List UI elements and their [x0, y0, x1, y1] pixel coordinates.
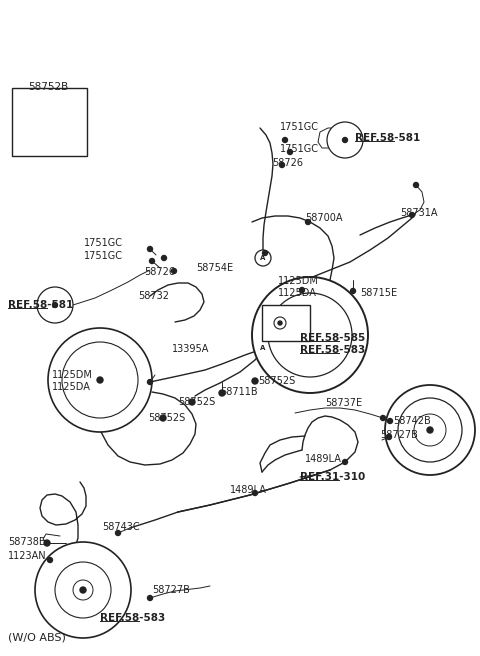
Text: (W/O ABS): (W/O ABS) — [8, 633, 66, 643]
Circle shape — [147, 380, 153, 384]
Circle shape — [305, 220, 311, 224]
Text: REF.58-583: REF.58-583 — [300, 345, 365, 355]
Circle shape — [409, 213, 415, 218]
Circle shape — [62, 342, 138, 418]
Circle shape — [268, 293, 352, 377]
Text: 58752S: 58752S — [258, 376, 295, 386]
Circle shape — [55, 562, 111, 618]
Text: 58752B: 58752B — [28, 82, 68, 92]
Text: 58732: 58732 — [138, 291, 169, 301]
Circle shape — [274, 317, 286, 329]
Circle shape — [219, 390, 225, 396]
Text: 58727B: 58727B — [152, 585, 190, 595]
Text: 58711B: 58711B — [220, 387, 258, 397]
Circle shape — [37, 287, 73, 323]
Circle shape — [52, 302, 58, 308]
Circle shape — [252, 277, 368, 393]
Circle shape — [300, 287, 304, 293]
Circle shape — [147, 596, 153, 600]
Circle shape — [116, 531, 120, 535]
Text: 58715E: 58715E — [360, 288, 397, 298]
Text: REF.58-581: REF.58-581 — [8, 300, 73, 310]
Circle shape — [161, 255, 167, 260]
Text: 1751GC: 1751GC — [280, 122, 319, 132]
Circle shape — [171, 268, 177, 274]
Text: REF.58-583: REF.58-583 — [100, 613, 165, 623]
Text: 1125DA: 1125DA — [52, 382, 91, 392]
Circle shape — [427, 427, 433, 433]
Text: 1751GC: 1751GC — [280, 144, 319, 154]
Circle shape — [252, 378, 258, 384]
Text: 58727B: 58727B — [380, 430, 418, 440]
Circle shape — [35, 542, 131, 638]
Circle shape — [413, 182, 419, 188]
Text: 1751GC: 1751GC — [84, 251, 123, 261]
Bar — [262, 305, 310, 341]
Text: REF.58-581: REF.58-581 — [355, 133, 420, 143]
Circle shape — [414, 414, 446, 446]
Circle shape — [189, 399, 195, 405]
Circle shape — [252, 491, 257, 495]
Circle shape — [44, 540, 50, 546]
Text: 1123AN: 1123AN — [8, 551, 47, 561]
Circle shape — [147, 247, 153, 251]
Text: 58754E: 58754E — [196, 263, 233, 273]
Circle shape — [350, 289, 356, 293]
Circle shape — [278, 321, 282, 325]
Circle shape — [48, 558, 52, 562]
Text: 58742B: 58742B — [393, 416, 431, 426]
Circle shape — [73, 580, 93, 600]
Text: 58700A: 58700A — [305, 213, 343, 223]
Circle shape — [279, 163, 285, 167]
Circle shape — [263, 251, 267, 255]
Text: 1489LA: 1489LA — [305, 454, 342, 464]
Text: 58738E: 58738E — [8, 537, 45, 547]
Circle shape — [80, 587, 86, 593]
Text: 1125DA: 1125DA — [278, 288, 317, 298]
Circle shape — [160, 415, 166, 421]
Text: 13395A: 13395A — [172, 344, 209, 354]
Circle shape — [255, 250, 271, 266]
Circle shape — [381, 415, 385, 420]
Circle shape — [255, 340, 271, 356]
Circle shape — [327, 122, 363, 158]
Circle shape — [385, 385, 475, 475]
Text: REF.31-310: REF.31-310 — [300, 472, 365, 482]
Text: REF.58-585: REF.58-585 — [300, 333, 365, 343]
Circle shape — [288, 150, 292, 155]
Circle shape — [398, 398, 462, 462]
Text: 58726: 58726 — [144, 267, 175, 277]
Circle shape — [386, 434, 392, 440]
Text: 58726: 58726 — [272, 158, 303, 168]
Text: A: A — [260, 345, 266, 351]
Bar — [12, 88, 87, 156]
Circle shape — [387, 419, 393, 424]
Circle shape — [343, 459, 348, 464]
Text: 1125DM: 1125DM — [278, 276, 319, 286]
Circle shape — [283, 138, 288, 142]
Text: 58737E: 58737E — [325, 398, 362, 408]
Text: A: A — [260, 255, 266, 261]
Text: 1489LA: 1489LA — [230, 485, 267, 495]
Circle shape — [97, 377, 103, 383]
Circle shape — [48, 328, 152, 432]
Text: 58743C: 58743C — [102, 522, 140, 532]
Text: 58752S: 58752S — [148, 413, 185, 423]
Text: 58731A: 58731A — [400, 208, 437, 218]
Circle shape — [149, 258, 155, 264]
Text: 1125DM: 1125DM — [52, 370, 93, 380]
Text: 1751GC: 1751GC — [84, 238, 123, 248]
Text: 58752S: 58752S — [178, 397, 215, 407]
Circle shape — [343, 138, 348, 142]
